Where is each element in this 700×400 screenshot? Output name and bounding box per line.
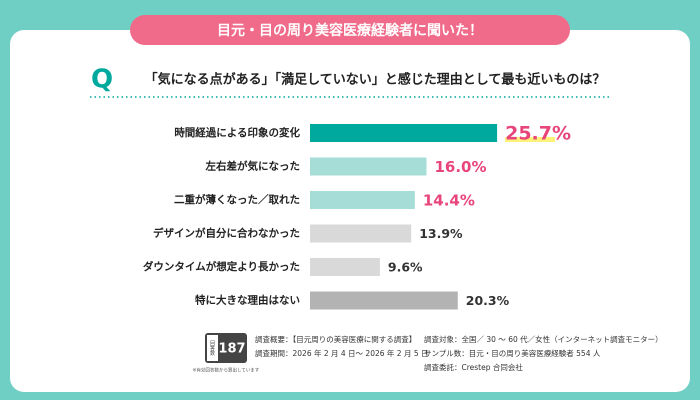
bar (310, 124, 498, 142)
badge-label: 回答数 (209, 341, 215, 357)
footer-line: 調査委託：Crestep 合同会社 (424, 362, 523, 372)
category-label: 時間経過による印象の変化 (174, 126, 300, 139)
badge-value: 187 (218, 342, 245, 357)
value-label: 13.9% (419, 226, 463, 241)
q-marker: Q (91, 65, 113, 95)
badge-label-bg (207, 335, 218, 361)
footer-line: 調査対象：全国／ 30 ～ 60 代／女性（インターネット調査モニター） (424, 334, 663, 344)
value-label: 14.4% (423, 192, 475, 210)
value-label: 9.6% (388, 260, 423, 275)
footer-line: 調査期間：2026 年 2 月 4 日～ 2026 年 2 月 5 日 (255, 348, 428, 358)
category-label: 特に大きな理由はない (195, 294, 300, 307)
highlight (505, 137, 556, 142)
question-title: 「気になる点がある」「満足していない」と感じた理由として最も近いものは？ (145, 72, 606, 88)
footer: 調査概要：【目元周りの美容医療に関する調査】調査期間：2026 年 2 月 4 … (255, 334, 663, 372)
banner-text: 目元・目の周り美容医療経験者に聞いた！ (217, 22, 483, 39)
value-label: 25.7% (505, 123, 571, 145)
value-label: 20.3% (466, 293, 510, 308)
category-label: 二重が薄くなった／取れた (174, 193, 300, 206)
footer-line: サンプル数：目元・目の周り美容医療経験者 554 人 (424, 348, 601, 358)
bar (310, 224, 412, 243)
category-label: ダウンタイムが想定より長かった (143, 260, 300, 273)
bar (310, 191, 415, 209)
badge-note: ※有効回答数から算出しています (193, 367, 260, 374)
card (10, 30, 690, 392)
bar (310, 291, 458, 310)
value-label: 16.0% (434, 158, 486, 176)
footer-line: 調査概要：【目元周りの美容医療に関する調査】 (255, 334, 416, 344)
bar (310, 157, 427, 176)
category-label: 左右差が気になった (205, 160, 301, 173)
category-label: デザインが自分に合わなかった (153, 227, 300, 240)
bar (310, 258, 380, 276)
banner (130, 15, 570, 45)
